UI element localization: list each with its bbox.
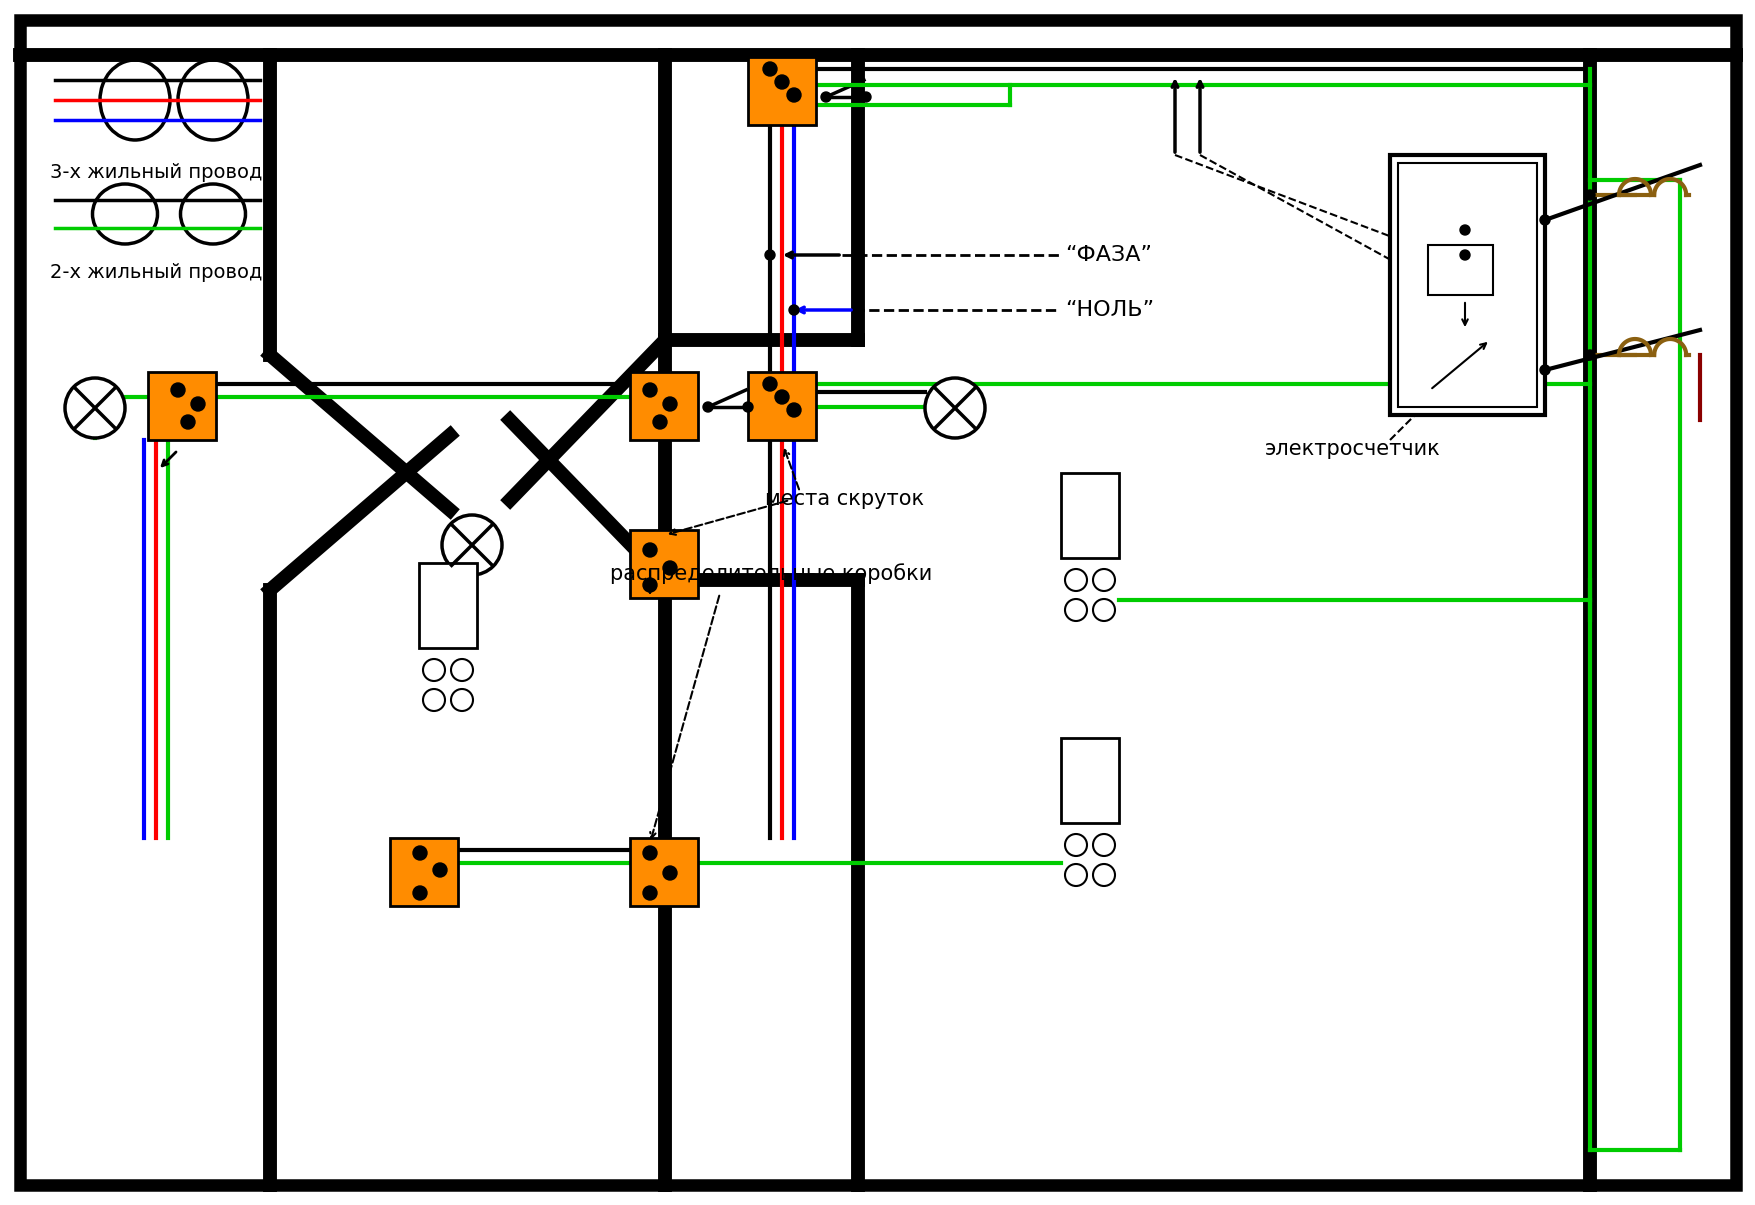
- Text: электросчетчик: электросчетчик: [1264, 439, 1439, 459]
- Circle shape: [1585, 349, 1594, 360]
- Circle shape: [1092, 599, 1114, 621]
- Circle shape: [412, 846, 426, 860]
- Circle shape: [763, 61, 776, 76]
- Circle shape: [1064, 569, 1086, 590]
- Circle shape: [423, 659, 444, 681]
- Circle shape: [191, 396, 205, 411]
- Circle shape: [642, 383, 656, 396]
- Circle shape: [451, 689, 472, 711]
- Circle shape: [642, 886, 656, 900]
- Circle shape: [442, 515, 502, 575]
- Circle shape: [663, 866, 677, 880]
- Circle shape: [412, 886, 426, 900]
- Bar: [748, 372, 816, 440]
- Text: распределительные коробки: распределительные коробки: [609, 563, 932, 584]
- Circle shape: [702, 402, 713, 412]
- Circle shape: [788, 305, 799, 315]
- Circle shape: [170, 383, 184, 396]
- Bar: [630, 837, 697, 906]
- Circle shape: [1064, 599, 1086, 621]
- Circle shape: [663, 396, 677, 411]
- Bar: [419, 563, 477, 648]
- Circle shape: [860, 92, 870, 102]
- Text: “ФАЗА”: “ФАЗА”: [1064, 245, 1151, 265]
- Circle shape: [433, 863, 448, 877]
- Bar: [1060, 474, 1118, 558]
- Circle shape: [423, 689, 444, 711]
- Circle shape: [181, 415, 195, 429]
- Circle shape: [642, 578, 656, 592]
- Circle shape: [642, 846, 656, 860]
- Circle shape: [786, 88, 800, 102]
- Circle shape: [1092, 864, 1114, 886]
- Bar: [1060, 737, 1118, 823]
- Bar: [1427, 245, 1492, 295]
- Circle shape: [821, 92, 830, 102]
- Circle shape: [1458, 249, 1469, 260]
- Circle shape: [1064, 864, 1086, 886]
- Circle shape: [65, 378, 125, 437]
- Circle shape: [642, 543, 656, 557]
- Bar: [147, 372, 216, 440]
- Circle shape: [1458, 225, 1469, 235]
- Bar: [1397, 163, 1536, 407]
- Circle shape: [663, 562, 677, 575]
- Text: 3-х жильный провод: 3-х жильный провод: [49, 163, 261, 182]
- Bar: [630, 372, 697, 440]
- Text: “НОЛЬ”: “НОЛЬ”: [1064, 300, 1153, 321]
- Text: места скруток: места скруток: [765, 489, 923, 509]
- Circle shape: [742, 402, 753, 412]
- Circle shape: [1539, 214, 1550, 225]
- Bar: [390, 837, 458, 906]
- Circle shape: [653, 415, 667, 429]
- Bar: [1390, 155, 1544, 415]
- Circle shape: [1539, 365, 1550, 375]
- Circle shape: [451, 659, 472, 681]
- Circle shape: [1092, 834, 1114, 856]
- Text: 2-х жильный провод: 2-х жильный провод: [49, 264, 261, 282]
- Bar: [748, 57, 816, 125]
- Circle shape: [1092, 569, 1114, 590]
- Circle shape: [763, 377, 776, 390]
- Circle shape: [925, 378, 985, 437]
- Circle shape: [1585, 190, 1594, 200]
- Circle shape: [774, 390, 788, 404]
- Circle shape: [786, 402, 800, 417]
- Circle shape: [774, 75, 788, 89]
- Bar: [630, 530, 697, 598]
- Circle shape: [1064, 834, 1086, 856]
- Circle shape: [765, 249, 774, 260]
